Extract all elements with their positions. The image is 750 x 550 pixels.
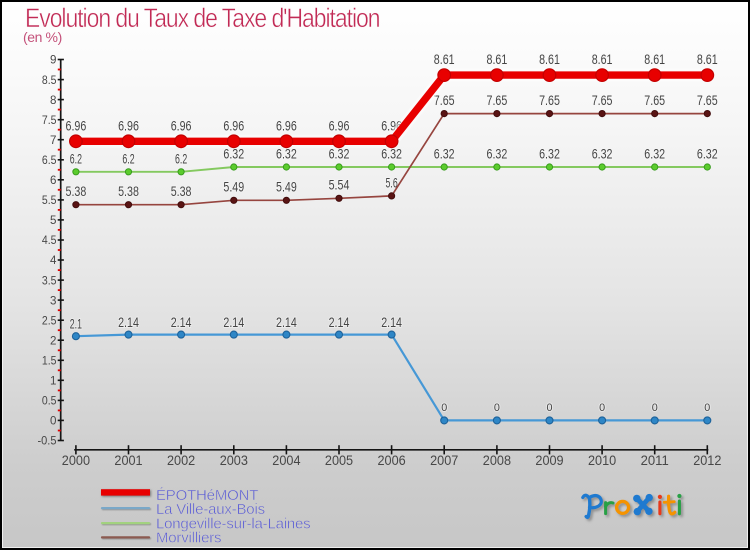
- svg-text:0: 0: [50, 415, 56, 428]
- svg-text:5.38: 5.38: [118, 184, 139, 199]
- svg-text:6.32: 6.32: [329, 147, 350, 162]
- svg-text:2.14: 2.14: [171, 315, 192, 330]
- svg-text:2003: 2003: [220, 452, 248, 468]
- svg-text:8.61: 8.61: [644, 52, 665, 67]
- svg-text:6.96: 6.96: [118, 118, 139, 133]
- svg-text:7.65: 7.65: [434, 93, 455, 108]
- svg-text:1: 1: [50, 375, 56, 388]
- svg-text:6.2: 6.2: [122, 151, 134, 166]
- svg-text:2001: 2001: [114, 452, 142, 468]
- svg-text:7.65: 7.65: [644, 93, 665, 108]
- svg-text:5.49: 5.49: [223, 180, 244, 195]
- svg-text:4: 4: [50, 254, 57, 267]
- svg-text:2005: 2005: [325, 452, 353, 468]
- svg-text:6.32: 6.32: [223, 147, 244, 162]
- svg-text:0: 0: [652, 402, 658, 414]
- svg-text:0.5: 0.5: [42, 395, 57, 408]
- svg-text:-0.5: -0.5: [38, 435, 57, 448]
- svg-text:2.5: 2.5: [42, 314, 57, 327]
- svg-text:2.1: 2.1: [70, 317, 82, 332]
- svg-text:2: 2: [50, 334, 56, 347]
- svg-text:6.32: 6.32: [381, 147, 402, 162]
- svg-text:5.38: 5.38: [66, 184, 87, 199]
- svg-text:6: 6: [50, 174, 56, 187]
- svg-text:2007: 2007: [430, 452, 458, 468]
- svg-text:8.61: 8.61: [592, 52, 613, 67]
- svg-text:8.61: 8.61: [697, 52, 718, 67]
- svg-text:5.6: 5.6: [386, 175, 398, 190]
- svg-text:6.2: 6.2: [70, 151, 82, 166]
- svg-text:6.32: 6.32: [487, 147, 508, 162]
- svg-text:6.5: 6.5: [42, 154, 57, 167]
- svg-text:6.32: 6.32: [697, 147, 718, 162]
- svg-text:5.54: 5.54: [329, 178, 350, 193]
- svg-text:Morvilliers: Morvilliers: [156, 530, 221, 547]
- svg-text:5.49: 5.49: [276, 180, 297, 195]
- svg-text:6.2: 6.2: [175, 151, 187, 166]
- svg-text:8.5: 8.5: [42, 74, 57, 87]
- svg-text:0: 0: [546, 402, 552, 414]
- svg-text:1.5: 1.5: [42, 355, 57, 368]
- svg-text:3: 3: [50, 294, 56, 307]
- svg-text:7.65: 7.65: [487, 93, 508, 108]
- svg-text:6.96: 6.96: [276, 118, 297, 133]
- svg-text:6.96: 6.96: [171, 118, 192, 133]
- svg-text:6.96: 6.96: [66, 118, 87, 133]
- svg-text:7.65: 7.65: [697, 93, 718, 108]
- svg-text:5.38: 5.38: [171, 184, 192, 199]
- svg-text:2.14: 2.14: [118, 315, 139, 330]
- svg-text:6.32: 6.32: [434, 147, 455, 162]
- svg-text:5.5: 5.5: [42, 194, 57, 207]
- svg-text:5: 5: [50, 214, 56, 227]
- svg-text:2000: 2000: [62, 452, 90, 468]
- svg-text:6.96: 6.96: [223, 118, 244, 133]
- svg-text:6.32: 6.32: [592, 147, 613, 162]
- svg-text:8.61: 8.61: [487, 52, 508, 67]
- svg-text:0: 0: [704, 402, 710, 414]
- svg-text:7.65: 7.65: [539, 93, 560, 108]
- svg-text:6.96: 6.96: [329, 118, 350, 133]
- svg-text:8: 8: [50, 94, 56, 107]
- svg-text:0: 0: [441, 402, 447, 414]
- svg-text:La Ville-aux-Bois: La Ville-aux-Bois: [156, 501, 265, 518]
- svg-text:8.61: 8.61: [539, 52, 560, 67]
- svg-text:2010: 2010: [588, 452, 616, 468]
- svg-text:2006: 2006: [378, 452, 406, 468]
- svg-text:3.5: 3.5: [42, 274, 57, 287]
- svg-text:6.32: 6.32: [644, 147, 665, 162]
- svg-text:7.65: 7.65: [592, 93, 613, 108]
- svg-text:7: 7: [50, 134, 56, 147]
- svg-text:2009: 2009: [535, 452, 563, 468]
- svg-text:2011: 2011: [641, 452, 669, 468]
- svg-text:ÉPOTHéMONT: ÉPOTHéMONT: [156, 487, 258, 504]
- svg-text:7.5: 7.5: [42, 114, 57, 127]
- svg-text:6.32: 6.32: [539, 147, 560, 162]
- svg-text:Longeville-sur-la-Laines: Longeville-sur-la-Laines: [156, 516, 310, 533]
- svg-text:6.32: 6.32: [276, 147, 297, 162]
- svg-text:2.14: 2.14: [381, 315, 402, 330]
- svg-text:9: 9: [50, 54, 56, 67]
- svg-text:8.61: 8.61: [434, 52, 455, 67]
- svg-text:2.14: 2.14: [329, 315, 350, 330]
- svg-text:0: 0: [599, 402, 605, 414]
- svg-text:2002: 2002: [167, 452, 195, 468]
- svg-text:2.14: 2.14: [223, 315, 244, 330]
- svg-text:2012: 2012: [693, 452, 721, 468]
- svg-text:2008: 2008: [483, 452, 511, 468]
- svg-text:4.5: 4.5: [42, 234, 57, 247]
- svg-text:2004: 2004: [272, 452, 300, 468]
- svg-text:2.14: 2.14: [276, 315, 297, 330]
- svg-text:0: 0: [494, 402, 500, 414]
